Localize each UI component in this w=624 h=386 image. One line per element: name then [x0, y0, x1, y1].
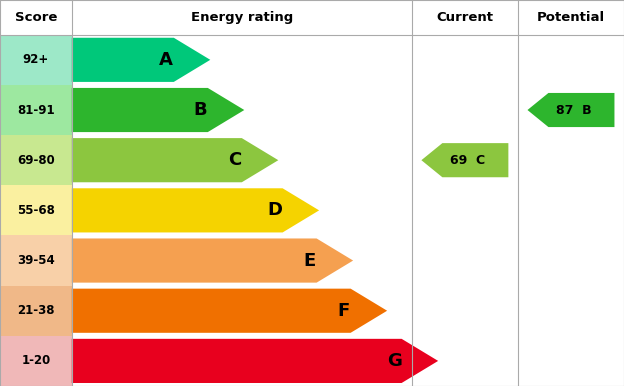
Bar	[0, 35, 72, 85]
Bar	[0, 336, 72, 386]
Text: 55-68: 55-68	[17, 204, 55, 217]
Text: Current: Current	[436, 11, 494, 24]
Polygon shape	[72, 38, 210, 82]
Text: C: C	[228, 151, 241, 169]
Text: 69-80: 69-80	[17, 154, 55, 167]
Text: 81-91: 81-91	[17, 103, 55, 117]
Polygon shape	[72, 188, 319, 232]
Text: 69  C: 69 C	[451, 154, 485, 167]
Bar	[0, 235, 72, 286]
Bar	[0, 85, 72, 135]
Text: F: F	[337, 302, 349, 320]
Polygon shape	[527, 93, 615, 127]
Text: 1-20: 1-20	[21, 354, 51, 367]
Bar	[0, 185, 72, 235]
Bar	[0, 286, 72, 336]
Text: G: G	[387, 352, 402, 370]
Bar	[0, 135, 72, 185]
Text: 87  B: 87 B	[556, 103, 592, 117]
Polygon shape	[72, 239, 353, 283]
Text: Energy rating: Energy rating	[191, 11, 293, 24]
Polygon shape	[72, 289, 387, 333]
Text: 21-38: 21-38	[17, 304, 55, 317]
Polygon shape	[72, 88, 245, 132]
Polygon shape	[421, 143, 509, 177]
Polygon shape	[72, 138, 278, 182]
Text: D: D	[268, 201, 283, 219]
Text: Score: Score	[15, 11, 57, 24]
Text: 39-54: 39-54	[17, 254, 55, 267]
Text: Potential: Potential	[537, 11, 605, 24]
Polygon shape	[72, 339, 438, 383]
Text: A: A	[159, 51, 173, 69]
Text: B: B	[193, 101, 207, 119]
Text: 92+: 92+	[22, 53, 49, 66]
Text: E: E	[303, 252, 315, 269]
